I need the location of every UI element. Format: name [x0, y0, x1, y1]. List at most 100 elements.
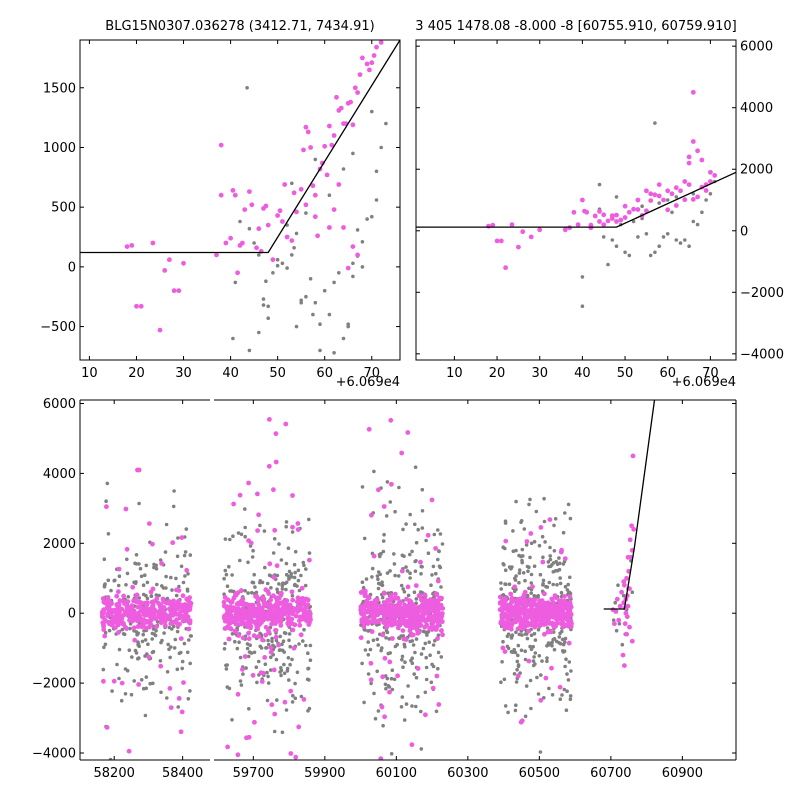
pink-point: [431, 604, 437, 609]
gray-point: [597, 182, 602, 187]
pink-point: [369, 629, 375, 634]
gray-point: [250, 555, 255, 559]
pink-point: [543, 608, 548, 613]
gray-point: [545, 656, 549, 660]
gray-point: [378, 572, 383, 577]
pink-point: [271, 667, 277, 673]
pink-point: [290, 524, 295, 530]
gray-point: [524, 543, 529, 547]
pink-point: [108, 612, 114, 618]
y-tick-label: −500: [40, 320, 76, 335]
pink-point: [184, 614, 190, 619]
pink-point: [331, 133, 337, 138]
pink-point: [419, 598, 425, 603]
gray-point: [173, 637, 178, 642]
gray-point: [115, 662, 119, 667]
gray-point: [174, 576, 178, 581]
pink-point: [370, 619, 376, 624]
gray-point: [428, 653, 432, 657]
gray-point: [296, 578, 301, 583]
y-tick-label: 2000: [43, 537, 76, 552]
pink-point: [371, 53, 377, 58]
x-tick-label: 60: [659, 366, 676, 381]
pink-point: [498, 238, 504, 244]
gray-point: [513, 578, 518, 582]
pink-point: [559, 621, 565, 627]
x-tick-label: 60: [316, 366, 333, 381]
gray-point: [307, 517, 311, 522]
pink-point: [614, 212, 619, 218]
pink-point: [530, 599, 536, 605]
gray-point: [243, 525, 247, 530]
gray-point: [362, 536, 367, 541]
gray-point: [250, 580, 255, 585]
pink-point: [387, 689, 392, 695]
pink-point: [144, 605, 150, 611]
gray-point: [124, 583, 128, 587]
pink-point: [400, 612, 406, 617]
pink-point: [515, 626, 521, 632]
pink-point: [366, 426, 372, 432]
pink-point: [509, 222, 515, 228]
pink-point: [246, 538, 252, 543]
gray-point: [399, 705, 404, 709]
pink-point: [329, 142, 335, 148]
gray-point: [286, 656, 291, 660]
pink-point: [186, 626, 192, 632]
pink-point: [270, 257, 276, 263]
gray-point: [285, 666, 290, 671]
pink-point: [409, 742, 415, 748]
gray-point: [145, 580, 150, 585]
gray-point: [366, 672, 371, 676]
pink-point: [110, 620, 116, 626]
pink-point: [242, 207, 248, 213]
pink-point: [435, 578, 441, 584]
gray-point: [337, 271, 341, 275]
gray-point: [370, 109, 374, 114]
pink-point: [405, 430, 411, 435]
pink-point: [336, 182, 342, 187]
gray-point: [106, 532, 111, 536]
pink-point: [101, 627, 107, 632]
gray-point: [427, 640, 432, 644]
gray-point: [294, 324, 299, 329]
x-tick-label: 10: [81, 366, 98, 381]
gray-point: [551, 561, 556, 565]
gray-point: [360, 485, 365, 489]
pink-point: [101, 678, 106, 684]
pink-point: [399, 568, 405, 574]
gray-point: [392, 796, 396, 800]
pink-point: [434, 673, 440, 679]
pink-point: [522, 624, 528, 630]
gray-point: [414, 559, 418, 563]
gray-point: [351, 151, 355, 156]
pink-point: [362, 593, 368, 599]
pink-point: [269, 702, 275, 708]
gray-point: [374, 169, 379, 174]
pink-point: [622, 663, 627, 668]
gray-point: [385, 571, 390, 575]
pink-point: [400, 606, 406, 612]
pink-point: [170, 540, 176, 546]
gray-point: [271, 551, 276, 555]
gray-point: [287, 577, 291, 581]
gray-point: [275, 698, 279, 702]
gray-point: [569, 669, 573, 673]
pink-point: [376, 618, 382, 624]
gray-point: [385, 630, 390, 635]
gray-point: [636, 235, 640, 239]
gray-point: [287, 632, 292, 636]
pink-point: [173, 611, 179, 617]
pink-point: [228, 235, 234, 241]
pink-point: [371, 553, 377, 559]
pink-point: [369, 600, 374, 606]
gray-point: [532, 564, 537, 568]
gray-point: [420, 526, 425, 530]
pink-point: [160, 614, 166, 620]
pink-point: [515, 673, 521, 679]
gray-point: [167, 625, 172, 630]
pink-point: [236, 633, 242, 638]
gray-point: [299, 298, 304, 303]
pink-point: [406, 611, 411, 617]
x-tick-label: 60100: [376, 766, 417, 781]
